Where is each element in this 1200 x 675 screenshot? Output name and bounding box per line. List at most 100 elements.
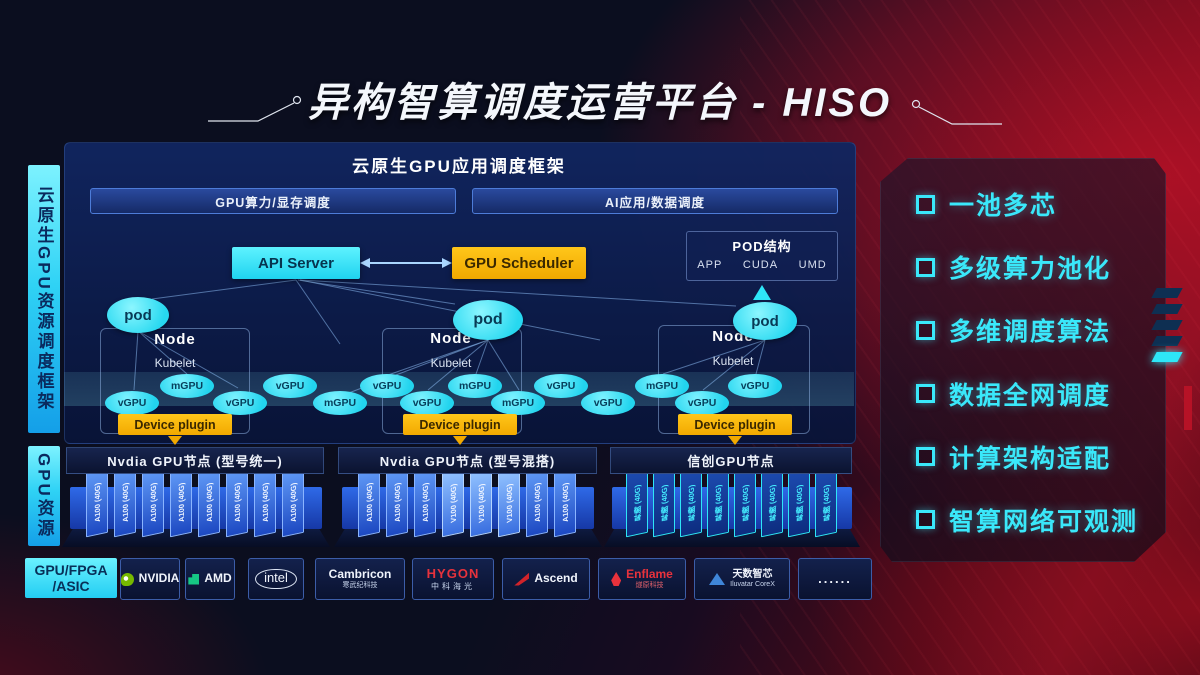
gpu-shelf bbox=[70, 487, 322, 529]
vgpu-ellipse[interactable]: vGPU bbox=[581, 391, 635, 415]
vendor-subname: Iluvatar CoreX bbox=[730, 580, 775, 588]
feature-item: 计算架构适配 bbox=[916, 439, 1166, 475]
vgpu-ellipse[interactable]: vGPU bbox=[400, 391, 454, 415]
device-plugin-box[interactable]: Device plugin bbox=[403, 414, 517, 435]
vendor-name: AMD bbox=[204, 571, 232, 586]
device-plugin-box[interactable]: Device plugin bbox=[118, 414, 232, 435]
square-bullet-icon bbox=[916, 510, 935, 529]
vgpu-ellipse[interactable]: vGPU bbox=[105, 391, 159, 415]
gpu-card-label: 昇腾 (40G) bbox=[632, 483, 642, 523]
mgpu-ellipse[interactable]: mGPU bbox=[635, 374, 689, 398]
gpu-card: 昇腾 (40G) bbox=[707, 468, 729, 538]
vendor-name: NVIDIA bbox=[138, 571, 180, 586]
amd-arrow-icon bbox=[188, 573, 200, 585]
vendor-subname: 寒武纪科技 bbox=[342, 581, 378, 589]
gpu-card: A100 (40G) bbox=[282, 468, 304, 538]
kubelet-label: Kubelet bbox=[430, 356, 472, 370]
square-bullet-icon bbox=[916, 258, 935, 277]
gpu-card-label: 昇腾 (40G) bbox=[767, 483, 777, 523]
gpu-card: 昇腾 (40G) bbox=[653, 468, 675, 538]
chip-types-line2: /ASIC bbox=[52, 578, 90, 594]
gpu-card: A100 (40G) bbox=[526, 468, 548, 538]
square-bullet-icon bbox=[916, 195, 935, 214]
gpu-card: 昇腾 (40G) bbox=[761, 468, 783, 538]
gpu-card-label: V100 (40G) bbox=[476, 482, 486, 524]
chip-types-label: GPU/FPGA /ASIC bbox=[25, 558, 117, 598]
feature-label: 数据全网调度 bbox=[949, 381, 1112, 410]
ascend-flag-icon bbox=[514, 572, 530, 586]
pod-structure-item-cuda: CUDA bbox=[742, 259, 779, 271]
vendor-tile-cambricon: Cambricon 寒武纪科技 bbox=[315, 558, 405, 600]
pod-ellipse[interactable]: pod bbox=[733, 302, 797, 340]
gpu-card-label: V100 (40G) bbox=[448, 482, 458, 524]
page-title: 异构智算调度运营平台 - HISO bbox=[307, 81, 893, 125]
node-group-label-xinchuang: 信创GPU节点 bbox=[610, 447, 852, 474]
gpu-card: V100 (40G) bbox=[498, 468, 520, 538]
gpu-card: A100 (40G) bbox=[170, 468, 192, 538]
pod-structure-title: POD结构 bbox=[732, 239, 792, 254]
scheduler-bar-compute[interactable]: GPU算力/显存调度 bbox=[90, 188, 456, 214]
left-rail-gpu-resources-label: GPU资源 bbox=[28, 446, 60, 546]
gpu-card-label: A100 (40G) bbox=[176, 482, 186, 524]
device-plugin-box[interactable]: Device plugin bbox=[678, 414, 792, 435]
mgpu-ellipse[interactable]: mGPU bbox=[448, 374, 502, 398]
gpu-card-label: A100 (40G) bbox=[92, 482, 102, 524]
vendor-tile-nvidia: NVIDIA bbox=[120, 558, 180, 600]
gpu-card: A100 (40G) bbox=[114, 468, 136, 538]
vgpu-ellipse[interactable]: vGPU bbox=[675, 391, 729, 415]
feature-label: 计算架构适配 bbox=[949, 444, 1112, 473]
device-plugin-down-arrow-icon bbox=[728, 436, 742, 445]
gpu-card-label: A100 (40G) bbox=[120, 482, 130, 524]
node-label: Node bbox=[154, 331, 196, 348]
mgpu-ellipse[interactable]: mGPU bbox=[160, 374, 214, 398]
pod-structure-item-umd: UMD bbox=[798, 259, 827, 271]
vgpu-ellipse[interactable]: vGPU bbox=[728, 374, 782, 398]
scheduler-bar-ai-data[interactable]: AI应用/数据调度 bbox=[472, 188, 838, 214]
gpu-card-label: A100 (40G) bbox=[232, 482, 242, 524]
kubelet-label: Kubelet bbox=[712, 354, 754, 368]
vendor-subname: 燧原科技 bbox=[635, 581, 664, 589]
gpu-card: A100 (40G) bbox=[254, 468, 276, 538]
vendor-tile-amd: AMD bbox=[185, 558, 235, 600]
vendor-subname: 中科海光 bbox=[430, 581, 475, 591]
gpu-card: A100 (40G) bbox=[386, 468, 408, 538]
kubelet-label: Kubelet bbox=[154, 356, 196, 370]
mgpu-ellipse[interactable]: mGPU bbox=[491, 391, 545, 415]
hazard-stripes-decoration bbox=[1151, 288, 1183, 362]
enflame-flame-icon bbox=[611, 572, 622, 586]
pod-ellipse[interactable]: pod bbox=[107, 297, 169, 333]
framework-title: 云原生GPU应用调度框架 bbox=[352, 157, 566, 176]
gpu-card: A100 (40G) bbox=[358, 468, 380, 538]
vendor-name: Enflame bbox=[626, 567, 673, 582]
gpu-card-label: A100 (40G) bbox=[392, 482, 402, 524]
mgpu-ellipse[interactable]: mGPU bbox=[313, 391, 367, 415]
device-plugin-down-arrow-icon bbox=[168, 436, 182, 445]
vendor-name: ...... bbox=[818, 570, 852, 586]
feature-item: 多维调度算法 bbox=[916, 312, 1166, 348]
feature-label: 智算网络可观测 bbox=[949, 507, 1139, 536]
vgpu-ellipse[interactable]: vGPU bbox=[534, 374, 588, 398]
feature-label: 一池多芯 bbox=[949, 192, 1058, 220]
vgpu-ellipse[interactable]: vGPU bbox=[263, 374, 317, 398]
vendor-tile-more: ...... bbox=[798, 558, 872, 600]
square-bullet-icon bbox=[916, 321, 935, 340]
gpu-card-label: V100 (40G) bbox=[504, 482, 514, 524]
vendor-tile-hygon: HYGON 中科海光 bbox=[412, 558, 494, 600]
node-group-label-mixed: Nvdia GPU节点 (型号混搭) bbox=[338, 447, 597, 474]
features-list: 一池多芯多级算力池化 多维调度算法数据全网调度 计算架构适配 智算网络可观测 bbox=[880, 158, 1166, 562]
iluvatar-triangle-icon bbox=[709, 573, 726, 585]
vgpu-ellipse[interactable]: vGPU bbox=[213, 391, 267, 415]
gpu-card: V100 (40G) bbox=[470, 468, 492, 538]
gpu-card: 昇腾 (40G) bbox=[815, 468, 837, 538]
vendor-name: intel bbox=[255, 568, 297, 590]
node-group-label-uniform: Nvdia GPU节点 (型号统一) bbox=[66, 447, 324, 474]
feature-item: 多级算力池化 bbox=[916, 249, 1166, 285]
gpu-card: A100 (40G) bbox=[198, 468, 220, 538]
pod-ellipse[interactable]: pod bbox=[453, 300, 523, 340]
gpu-card: V100 (40G) bbox=[442, 468, 464, 538]
gpu-card: 昇腾 (40G) bbox=[680, 468, 702, 538]
api-server-box[interactable]: API Server bbox=[232, 247, 360, 279]
nvidia-eye-icon bbox=[120, 572, 134, 586]
gpu-scheduler-box[interactable]: GPU Scheduler bbox=[452, 247, 586, 279]
